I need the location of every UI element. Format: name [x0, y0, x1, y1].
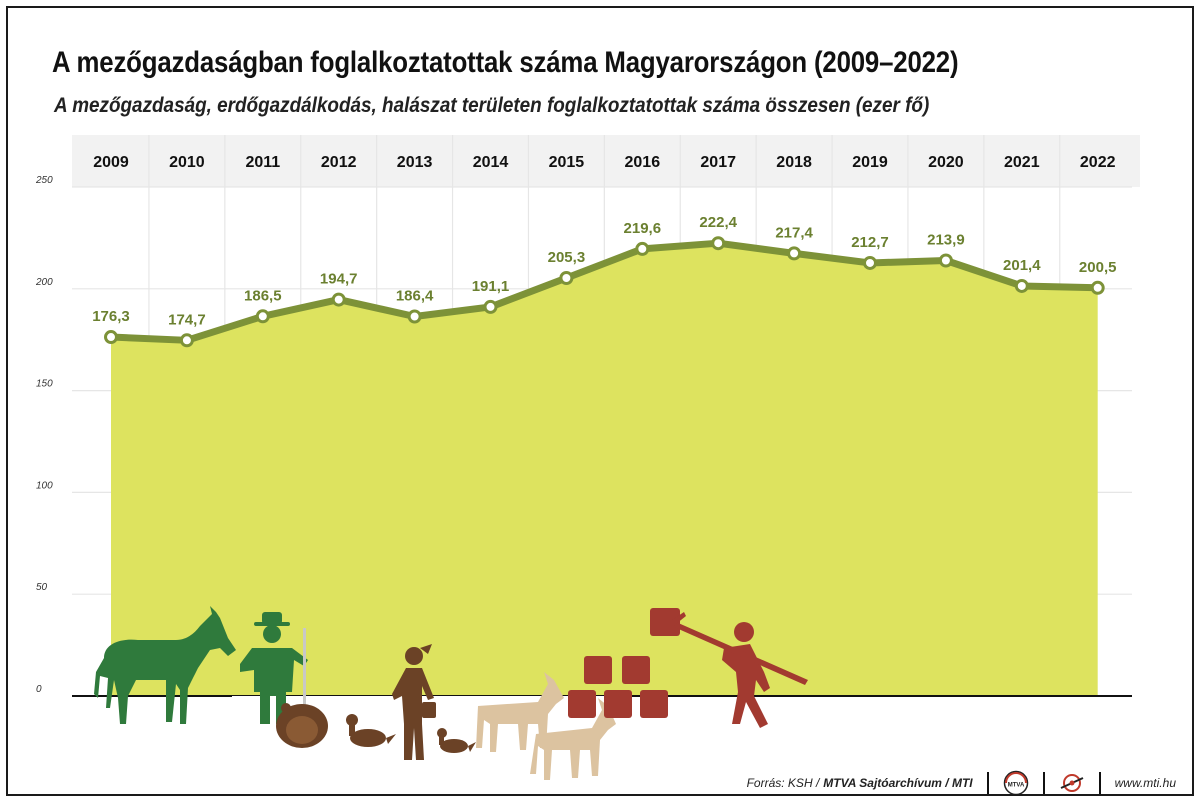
- source-label: Forrás: KSH /: [746, 776, 820, 790]
- chart-title: A mezőgazdaságban foglalkoztatottak szám…: [52, 46, 959, 79]
- data-labels: 176,3 174,7 186,5 194,7 186,4 191,1 205,3 219,6…: [92, 214, 1116, 328]
- y-tick-label: 250: [35, 175, 53, 186]
- separator: [1098, 772, 1101, 794]
- employment-area: [111, 243, 1098, 696]
- data-point: [1014, 278, 1029, 293]
- y-tick-label: 150: [36, 379, 53, 390]
- data-point: [1090, 280, 1105, 295]
- goat-icon: [530, 698, 616, 780]
- year-label: 2015: [549, 154, 585, 171]
- data-point: [331, 292, 346, 307]
- data-label: 176,3: [92, 308, 130, 325]
- woman-farmer-icon: [392, 644, 436, 760]
- year-label: 2014: [473, 154, 509, 171]
- year-label: 2017: [700, 154, 736, 171]
- worker-with-pitchfork-icon: [672, 612, 808, 728]
- year-label: 2019: [852, 154, 888, 171]
- year-label: 2016: [625, 154, 661, 171]
- horse-icon: [94, 606, 236, 724]
- data-label: 219,6: [624, 220, 662, 237]
- year-label: 2021: [1004, 154, 1040, 171]
- mtva-logo-icon: MTVA: [1003, 770, 1028, 794]
- y-tick-label: 50: [36, 582, 48, 593]
- year-label: 2018: [776, 154, 812, 171]
- hay-bales-icon: [568, 608, 680, 718]
- website-url: www.mti.hu: [1114, 776, 1176, 790]
- mti-logo-icon: [1060, 774, 1084, 792]
- infographic-frame: A mezőgazdaságban foglalkoztatottak szám…: [6, 6, 1194, 796]
- year-labels: 2009 2010 2011 2012 2013 2014 2015 2016 2017 2018…: [93, 154, 1115, 171]
- source-line: Forrás: KSH / MTVA Sajtóarchívum / MTI M…: [746, 770, 1176, 794]
- data-point: [407, 309, 422, 324]
- year-label: 2011: [245, 154, 280, 171]
- illustrations: [94, 606, 808, 780]
- duck-icon: [437, 728, 476, 753]
- data-point: [635, 241, 650, 256]
- y-tick-label: 0: [36, 684, 42, 695]
- employment-line: [107, 239, 1102, 344]
- data-point: [559, 271, 574, 286]
- year-label: 2010: [169, 154, 205, 171]
- y-tick-labels: 0 50 100 150 200 250: [35, 175, 53, 695]
- y-tick-label: 200: [35, 277, 53, 288]
- data-point: [787, 246, 802, 261]
- separator: [1042, 772, 1045, 794]
- year-label: 2013: [397, 154, 433, 171]
- data-label: 217,4: [775, 224, 813, 241]
- duck-icon: [346, 714, 396, 747]
- year-label: 2009: [93, 154, 129, 171]
- data-label: 186,5: [244, 287, 282, 304]
- data-point: [711, 236, 726, 251]
- data-points: [104, 236, 1105, 348]
- data-label: 205,3: [548, 249, 586, 266]
- turkey-icon: [276, 703, 328, 748]
- chart: 0 50 100 150 200 250 2009 2010 2011 2012 2013 2014…: [35, 135, 1140, 780]
- data-point: [863, 255, 877, 270]
- year-label: 2012: [321, 154, 357, 171]
- year-label: 2020: [928, 154, 964, 171]
- year-label: 2022: [1080, 154, 1116, 171]
- data-label: 200,5: [1079, 259, 1117, 276]
- data-label: 186,4: [396, 287, 434, 304]
- data-label: 194,7: [320, 271, 358, 288]
- farmer-icon: [240, 612, 308, 726]
- data-point: [483, 299, 498, 314]
- y-tick-label: 100: [36, 480, 53, 491]
- goat-icon: [476, 672, 564, 752]
- separator: [986, 772, 989, 794]
- chart-subtitle: A mezőgazdaság, erdőgazdálkodás, halásza…: [54, 94, 930, 117]
- data-label: 212,7: [851, 234, 889, 251]
- data-point: [104, 330, 118, 345]
- data-label: 213,9: [927, 231, 965, 248]
- data-point: [255, 309, 270, 324]
- data-label: 191,1: [472, 278, 510, 295]
- data-label: 222,4: [699, 214, 737, 231]
- source-organization: MTVA Sajtóarchívum / MTI: [823, 776, 973, 790]
- data-label: 201,4: [1003, 257, 1041, 274]
- data-point: [938, 253, 953, 268]
- year-header-band: [72, 135, 1140, 187]
- data-point: [179, 333, 194, 348]
- mtva-logo-text: MTVA: [1007, 783, 1024, 789]
- data-label: 174,7: [168, 311, 206, 328]
